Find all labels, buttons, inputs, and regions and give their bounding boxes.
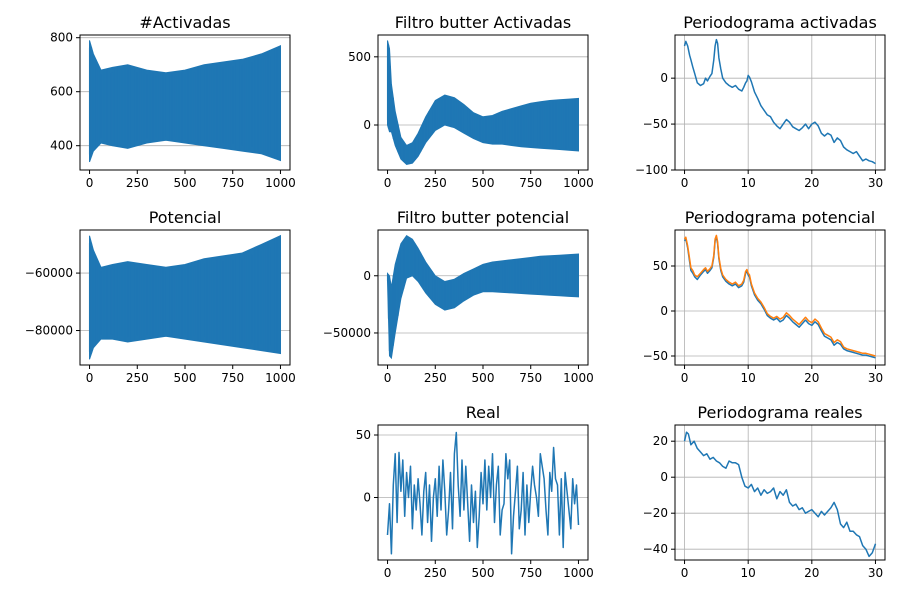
x-tick-label: 750 [519, 371, 542, 385]
x-tick-label: 30 [868, 566, 883, 580]
x-tick-label: 750 [221, 176, 244, 190]
x-tick-label: 20 [804, 566, 819, 580]
x-tick-label: 10 [741, 371, 756, 385]
y-tick-label: −80000 [25, 324, 73, 338]
chart-title: Filtro butter potencial [397, 208, 569, 227]
series-line-0 [683, 38, 876, 165]
x-tick-label: 0 [681, 371, 689, 385]
chart-title: Potencial [149, 208, 222, 227]
y-tick-label: 0 [363, 118, 371, 132]
series-oscillation [88, 237, 278, 354]
y-tick-label: 0 [363, 269, 371, 283]
x-tick-label: 250 [424, 176, 447, 190]
chart-title: Filtro butter Activadas [395, 13, 571, 32]
y-tick-label: 50 [356, 428, 371, 442]
x-tick-label: 20 [804, 176, 819, 190]
x-tick-label: 30 [868, 371, 883, 385]
chart-real: 0 250 500 750 1000 0 50 Real [356, 403, 594, 580]
chart-butter-activadas: 0 250 500 750 1000 0 500 Filtro butter Activada… [348, 13, 594, 190]
x-tick-label: 20 [804, 371, 819, 385]
x-tick-label: 250 [126, 371, 149, 385]
plot-area [386, 40, 579, 166]
axes-frame [674, 229, 886, 366]
chart-title: Periodograma activadas [683, 13, 877, 32]
x-tick-label: 250 [424, 566, 447, 580]
series-oscillation [88, 47, 278, 160]
y-tick-label: 0 [660, 470, 668, 484]
x-tick-label: 10 [741, 176, 756, 190]
chart-activadas: 0 250 500 750 1000 400 600 800 #Activadas [50, 13, 296, 190]
x-tick-label: 1000 [265, 371, 296, 385]
y-tick-label: −50000 [323, 326, 371, 340]
chart-potencial: 0 250 500 750 1000 −80000 −60000 Potencial [25, 208, 296, 385]
x-tick-label: 750 [519, 566, 542, 580]
y-tick-label: 500 [348, 50, 371, 64]
x-tick-label: 0 [384, 566, 392, 580]
x-tick-label: 500 [174, 371, 197, 385]
y-tick-label: 0 [363, 491, 371, 505]
y-tick-label: −100 [635, 163, 668, 177]
plot-area [88, 40, 281, 163]
x-tick-label: 0 [86, 176, 94, 190]
y-tick-label: 0 [660, 71, 668, 85]
y-tick-label: −50 [643, 117, 668, 131]
y-tick-label: −20 [643, 506, 668, 520]
chart-butter-potencial: 0 250 500 750 1000 −50000 0 Filtro butter poten… [323, 208, 594, 385]
x-tick-label: 0 [681, 566, 689, 580]
x-tick-label: 0 [384, 176, 392, 190]
x-tick-label: 500 [174, 176, 197, 190]
chart-periodograma-potencial: 0 10 20 30 −50 0 50 Periodograma potencial [643, 208, 886, 385]
plot-area [386, 431, 580, 555]
plot-area [88, 234, 281, 360]
chart-title: Periodograma potencial [685, 208, 875, 227]
x-tick-label: 750 [519, 176, 542, 190]
x-tick-label: 250 [424, 371, 447, 385]
axes-frame [674, 424, 886, 561]
x-tick-label: 1000 [563, 566, 594, 580]
x-tick-label: 500 [472, 176, 495, 190]
x-tick-label: 750 [221, 371, 244, 385]
x-tick-label: 1000 [265, 176, 296, 190]
y-tick-label: 50 [653, 259, 668, 273]
series-line-1 [683, 234, 876, 357]
plot-area [683, 38, 876, 165]
y-tick-label: 20 [653, 434, 668, 448]
series-oscillation [386, 237, 576, 357]
plot-area [683, 234, 876, 359]
x-tick-label: 1000 [563, 371, 594, 385]
series-line-0 [386, 431, 580, 555]
x-tick-label: 500 [472, 566, 495, 580]
y-tick-label: 600 [50, 85, 73, 99]
x-tick-label: 30 [868, 176, 883, 190]
plot-area [683, 431, 877, 558]
y-tick-label: 400 [50, 139, 73, 153]
x-tick-label: 500 [472, 371, 495, 385]
series-band [387, 235, 579, 360]
x-tick-label: 10 [741, 566, 756, 580]
x-tick-label: 250 [126, 176, 149, 190]
axes-frame [674, 34, 886, 171]
x-tick-label: 1000 [563, 176, 594, 190]
chart-title: Real [466, 403, 501, 422]
chart-title: #Activadas [139, 13, 230, 32]
y-tick-label: −50 [643, 349, 668, 363]
series-oscillation [386, 44, 576, 164]
chart-periodograma-activadas: 0 10 20 30 −100 −50 0 Periodograma activadas [635, 13, 886, 190]
x-tick-label: 0 [86, 371, 94, 385]
x-tick-label: 0 [681, 176, 689, 190]
y-tick-label: −60000 [25, 266, 73, 280]
y-tick-label: 800 [50, 31, 73, 45]
chart-title: Periodograma reales [697, 403, 862, 422]
y-tick-label: 0 [660, 304, 668, 318]
x-tick-label: 0 [384, 371, 392, 385]
series-line-0 [683, 431, 877, 558]
plot-area [386, 235, 579, 360]
chart-periodograma-reales: 0 10 20 30 −40 −20 0 20 Periodograma reales [643, 403, 886, 580]
series-line-0 [683, 236, 876, 359]
y-tick-label: −40 [643, 542, 668, 556]
